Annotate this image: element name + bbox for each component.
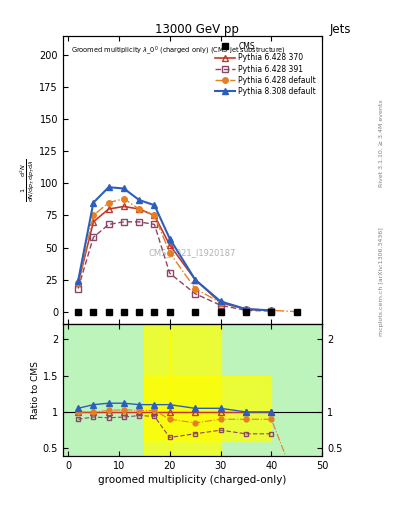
Pythia 6.428 370 [167, 242, 172, 248]
Line: Pythia 6.428 391: Pythia 6.428 391 [75, 219, 274, 314]
CMS [218, 309, 223, 315]
Bar [170, 325, 220, 456]
Pythia 8.308 default [167, 236, 172, 242]
Text: Rivet 3.1.10, ≥ 3.4M events: Rivet 3.1.10, ≥ 3.4M events [379, 99, 384, 187]
Bar [63, 325, 322, 456]
Pythia 6.428 default [218, 300, 223, 306]
Pythia 6.428 391 [269, 308, 274, 314]
Pythia 6.428 default [269, 307, 274, 313]
Pythia 6.428 391 [121, 219, 126, 225]
CMS [137, 309, 141, 315]
Pythia 6.428 370 [91, 219, 96, 225]
Text: Jets: Jets [330, 23, 352, 36]
Y-axis label: Ratio to CMS: Ratio to CMS [31, 361, 40, 419]
Pythia 6.428 default [193, 286, 197, 292]
CMS [91, 309, 96, 315]
Pythia 6.428 370 [137, 206, 141, 212]
Pythia 6.428 391 [244, 307, 248, 313]
CMS [193, 309, 197, 315]
CMS [294, 309, 299, 315]
CMS [76, 309, 81, 315]
Pythia 6.428 370 [193, 276, 197, 283]
Line: Pythia 6.428 default: Pythia 6.428 default [75, 196, 299, 314]
Text: 13000 GeV pp: 13000 GeV pp [154, 23, 239, 36]
Pythia 6.428 default [121, 196, 126, 202]
Pythia 6.428 391 [193, 291, 197, 297]
Pythia 6.428 default [106, 200, 111, 206]
Pythia 6.428 370 [76, 281, 81, 287]
Bar [144, 325, 170, 456]
Pythia 6.428 default [91, 212, 96, 219]
Legend: CMS, Pythia 6.428 370, Pythia 6.428 391, Pythia 6.428 default, Pythia 8.308 defa: CMS, Pythia 6.428 370, Pythia 6.428 391,… [213, 39, 318, 98]
Pythia 8.308 default [106, 184, 111, 190]
Pythia 8.308 default [193, 276, 197, 283]
Line: Pythia 6.428 370: Pythia 6.428 370 [75, 203, 275, 314]
Pythia 6.428 391 [137, 219, 141, 225]
Pythia 6.428 370 [152, 212, 157, 219]
Pythia 8.308 default [269, 307, 274, 313]
Pythia 6.428 391 [218, 302, 223, 308]
Pythia 6.428 391 [91, 234, 96, 240]
Pythia 8.308 default [121, 185, 126, 191]
Pythia 6.428 default [244, 306, 248, 312]
Pythia 6.428 391 [167, 270, 172, 276]
Pythia 6.428 391 [76, 286, 81, 292]
CMS [152, 309, 157, 315]
Pythia 6.428 default [167, 249, 172, 255]
Pythia 6.428 default [294, 309, 299, 315]
Pythia 8.308 default [137, 197, 141, 203]
Pythia 6.428 default [152, 212, 157, 219]
Bar [220, 325, 297, 456]
Y-axis label: $\frac{1}{\mathrm{d}N/\mathrm{d}p_T} \frac{\mathrm{d}^2N}{\mathrm{d}p_T\mathrm{d: $\frac{1}{\mathrm{d}N/\mathrm{d}p_T} \fr… [18, 158, 37, 202]
Line: Pythia 8.308 default: Pythia 8.308 default [75, 184, 275, 314]
Pythia 8.308 default [244, 306, 248, 312]
Pythia 6.428 370 [244, 306, 248, 312]
Line: CMS: CMS [75, 309, 299, 314]
Bar [144, 375, 272, 441]
CMS [167, 309, 172, 315]
Pythia 6.428 default [76, 281, 81, 287]
Pythia 6.428 370 [106, 206, 111, 212]
Pythia 6.428 370 [269, 307, 274, 313]
Pythia 6.428 370 [121, 203, 126, 209]
Text: CMS_2021_I1920187: CMS_2021_I1920187 [149, 248, 236, 257]
CMS [269, 309, 274, 315]
Pythia 6.428 391 [106, 221, 111, 227]
Text: Groomed multiplicity $\lambda$_0$^0$ (charged only) (CMS jet substructure): Groomed multiplicity $\lambda$_0$^0$ (ch… [71, 45, 286, 57]
CMS [106, 309, 111, 315]
Pythia 6.428 391 [152, 221, 157, 227]
Pythia 8.308 default [218, 298, 223, 305]
Pythia 6.428 370 [218, 300, 223, 306]
CMS [121, 309, 126, 315]
X-axis label: groomed multiplicity (charged-only): groomed multiplicity (charged-only) [98, 475, 287, 485]
Pythia 8.308 default [76, 278, 81, 284]
Text: mcplots.cern.ch [arXiv:1306.3436]: mcplots.cern.ch [arXiv:1306.3436] [379, 227, 384, 336]
CMS [244, 309, 248, 315]
Pythia 6.428 default [137, 206, 141, 212]
Pythia 8.308 default [91, 200, 96, 206]
Pythia 8.308 default [152, 202, 157, 208]
